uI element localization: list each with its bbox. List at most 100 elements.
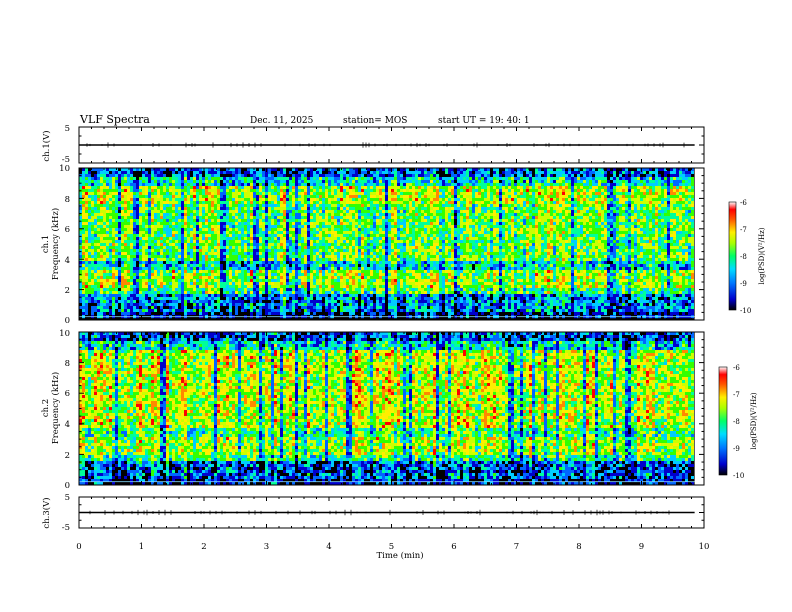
spectrogram-cell	[196, 186, 199, 189]
spectrogram-cell	[163, 240, 166, 243]
spectrogram-cell	[169, 252, 172, 255]
spectrogram-cell	[142, 228, 145, 231]
spectrogram-cell	[103, 255, 106, 258]
spectrogram-cell	[142, 261, 145, 264]
spectrogram-cell	[118, 282, 121, 285]
spectrogram-cell	[199, 234, 202, 237]
spectrogram-cell	[163, 210, 166, 213]
spectrogram-cell	[85, 228, 88, 231]
spectrogram-cell	[196, 246, 199, 249]
spectrogram-cell	[184, 243, 187, 246]
spectrogram-cell	[154, 243, 157, 246]
spectrogram-cell	[133, 213, 136, 216]
spectrogram-cell	[106, 204, 109, 207]
spectrogram-cell	[175, 180, 178, 183]
spectrogram-cell	[157, 198, 160, 201]
spectrogram-cell	[193, 300, 196, 303]
spectrogram-cell	[163, 189, 166, 192]
spectrogram-cell	[151, 240, 154, 243]
spectrogram-cell	[85, 201, 88, 204]
spectrogram-cell	[124, 192, 127, 195]
spectrogram-cell	[157, 288, 160, 291]
spectrogram-cell	[142, 234, 145, 237]
spectrogram-cell	[85, 267, 88, 270]
spectrogram-cell	[169, 276, 172, 279]
spectrogram-cell	[178, 180, 181, 183]
header-start-time: start UT = 19: 40: 1	[438, 116, 530, 126]
spectrogram-cell	[157, 246, 160, 249]
spectrogram-cell	[202, 222, 205, 225]
spectrogram-cell	[142, 207, 145, 210]
spectrogram-cell	[142, 192, 145, 195]
spectrogram-cell	[112, 249, 115, 252]
spectrogram-cell	[187, 219, 190, 222]
spectrogram-cell	[118, 171, 121, 174]
figure-title: VLF Spectra	[79, 113, 150, 126]
spectrogram-cell	[151, 234, 154, 237]
spectrogram-cell	[112, 180, 115, 183]
spectrogram-cell	[148, 207, 151, 210]
spectrogram-cell	[157, 294, 160, 297]
spectrogram-cell	[157, 255, 160, 258]
spectrogram-cell	[175, 300, 178, 303]
spectrogram-cell	[172, 300, 175, 303]
spectrogram-cell	[94, 261, 97, 264]
spectrogram-cell	[187, 312, 190, 315]
spectrogram-cell	[106, 258, 109, 261]
spectrogram-cell	[148, 312, 151, 315]
spectrogram-cell	[199, 204, 202, 207]
spectrogram-cell	[190, 219, 193, 222]
spectrogram-cell	[163, 228, 166, 231]
spectrogram-cell	[205, 183, 208, 186]
spectrogram-cell	[169, 210, 172, 213]
spectrogram-cell	[109, 255, 112, 258]
spectrogram-cell	[184, 201, 187, 204]
spectrogram-cell	[118, 246, 121, 249]
spectrogram-cell	[157, 177, 160, 180]
spectrogram-cell	[199, 300, 202, 303]
spectrogram-cell	[199, 273, 202, 276]
spectrogram-cell	[196, 282, 199, 285]
spectrogram-cell	[193, 267, 196, 270]
spectrogram-cell	[148, 201, 151, 204]
spectrogram-cell	[199, 255, 202, 258]
spectrogram-cell	[133, 234, 136, 237]
spectrogram-cell	[97, 249, 100, 252]
spectrogram-cell	[145, 210, 148, 213]
spectrogram-cell	[148, 195, 151, 198]
spectrogram-cell	[127, 228, 130, 231]
spectrogram-cell	[112, 222, 115, 225]
spectrogram-cell	[181, 183, 184, 186]
spectrogram-cell	[175, 273, 178, 276]
spectrogram-cell	[106, 306, 109, 309]
spectrogram-cell	[139, 216, 142, 219]
spectrogram-cell	[100, 246, 103, 249]
spectrogram-cell	[121, 234, 124, 237]
spectrogram-cell	[193, 279, 196, 282]
spectrogram-cell	[151, 231, 154, 234]
spectrogram-cell	[85, 282, 88, 285]
spectrogram-cell	[88, 219, 91, 222]
spectrogram-cell	[112, 216, 115, 219]
spectrogram-cell	[124, 297, 127, 300]
spectrogram-cell	[205, 204, 208, 207]
spectrogram-cell	[124, 195, 127, 198]
spectrogram-cell	[112, 285, 115, 288]
spectrogram-cell	[130, 249, 133, 252]
spectrogram-cell	[106, 177, 109, 180]
spectrogram-cell	[184, 273, 187, 276]
spectrogram-cell	[94, 237, 97, 240]
spectrogram-cell	[112, 276, 115, 279]
spectrogram-cell	[106, 264, 109, 267]
spectrogram-cell	[97, 309, 100, 312]
spectrogram-cell	[85, 177, 88, 180]
spectrogram-cell	[130, 273, 133, 276]
spectrogram-cell	[193, 297, 196, 300]
spectrogram-cell	[118, 276, 121, 279]
spectrogram-cell	[115, 207, 118, 210]
spectrogram-cell	[133, 210, 136, 213]
spectrogram-cell	[154, 309, 157, 312]
spectrogram-cell	[112, 306, 115, 309]
spectrogram-cell	[190, 279, 193, 282]
spectrogram-cell	[82, 252, 85, 255]
